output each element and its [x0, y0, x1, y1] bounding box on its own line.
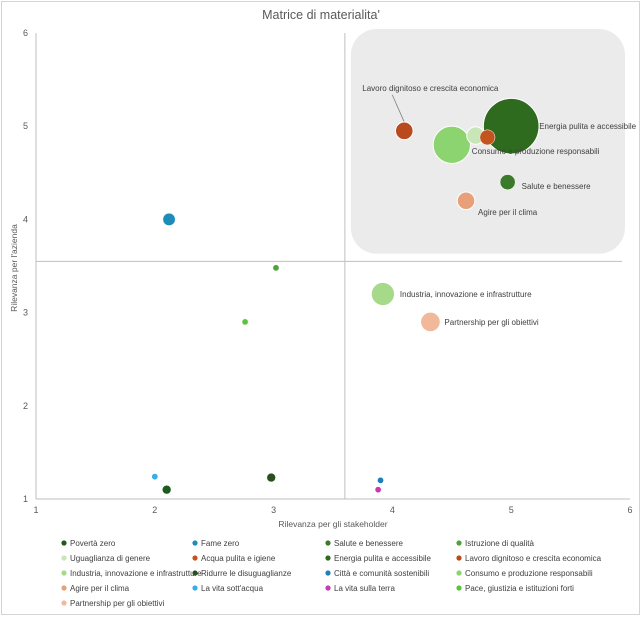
legend-label: Uguaglianza di genere	[70, 554, 151, 563]
x-tick-label: 6	[627, 505, 632, 515]
y-tick-label: 1	[23, 494, 28, 504]
legend-item[interactable]: Fame zero	[192, 539, 240, 548]
chart-title: Matrice di materialita'	[262, 8, 380, 22]
bubble-point[interactable]	[162, 212, 176, 226]
leader-line	[391, 94, 405, 123]
y-tick-label: 3	[23, 308, 28, 318]
bubble-point[interactable]	[479, 129, 496, 146]
x-tick-label: 4	[390, 505, 395, 515]
legend-item[interactable]: Industria, innovazione e infrastrutture	[61, 569, 202, 578]
y-tick-label: 6	[23, 28, 28, 38]
data-label: Agire per il clima	[478, 208, 538, 217]
data-label: Industria, innovazione e infrastrutture	[400, 290, 532, 299]
legend-label: Agire per il clima	[70, 584, 130, 593]
legend-label: Industria, innovazione e infrastrutture	[70, 569, 202, 578]
legend-marker	[192, 540, 198, 546]
data-label: Consumo e produzione responsabili	[472, 147, 600, 156]
legend-label: Acqua pulita e igiene	[201, 554, 276, 563]
legend-label: Salute e benessere	[334, 539, 403, 548]
x-tick-label: 5	[509, 505, 514, 515]
y-tick-label: 4	[23, 214, 28, 224]
legend-label: Lavoro dignitoso e crescita economica	[465, 554, 602, 563]
y-tick-label: 2	[23, 401, 28, 411]
legend-label: Pace, giustizia e istituzioni forti	[465, 584, 574, 593]
legend-marker	[61, 570, 67, 576]
data-label: Partnership per gli obiettivi	[444, 318, 538, 327]
legend-item[interactable]: Consumo e produzione responsabili	[456, 569, 593, 578]
legend-marker	[325, 570, 331, 576]
x-tick-label: 3	[271, 505, 276, 515]
legend-item[interactable]: Acqua pulita e igiene	[192, 554, 276, 563]
bubble-point[interactable]	[499, 174, 516, 190]
legend-item[interactable]: Pace, giustizia e istituzioni forti	[456, 584, 574, 593]
legend-marker	[325, 555, 331, 561]
legend-marker	[192, 555, 198, 561]
bubble-point[interactable]	[272, 264, 280, 272]
bubble-point[interactable]	[394, 121, 414, 141]
legend-item[interactable]: Energia pulita e accessibile	[325, 554, 431, 563]
legend-item[interactable]: La vita sulla terra	[325, 584, 395, 593]
legend-label: La vita sott'acqua	[201, 584, 264, 593]
legend-item[interactable]: Salute e benessere	[325, 539, 403, 548]
legend-marker	[61, 585, 67, 591]
legend-marker	[325, 585, 331, 591]
legend-label: Partnership per gli obiettivi	[70, 599, 164, 608]
legend-label: Energia pulita e accessibile	[334, 554, 431, 563]
legend-marker	[61, 540, 67, 546]
legend-item[interactable]: Uguaglianza di genere	[61, 554, 151, 563]
bubble-point[interactable]	[420, 311, 441, 333]
legend-label: Consumo e produzione responsabili	[465, 569, 593, 578]
bubble-point[interactable]	[162, 485, 172, 495]
legend-item[interactable]: Istruzione di qualità	[456, 539, 534, 548]
legend: Povertà zero Fame zero Salute e benessere I…	[61, 539, 602, 608]
bubble-point[interactable]	[432, 125, 471, 165]
legend-label: Ridurre le disuguaglianze	[201, 569, 292, 578]
legend-item[interactable]: Lavoro dignitoso e crescita economica	[456, 554, 602, 563]
x-tick-label: 1	[33, 505, 38, 515]
legend-label: La vita sulla terra	[334, 584, 395, 593]
legend-label: Povertà zero	[70, 539, 116, 548]
bubble-point[interactable]	[456, 191, 476, 211]
legend-marker	[325, 540, 331, 546]
legend-label: Città e comunità sostenibili	[334, 569, 429, 578]
legend-item[interactable]: Ridurre le disuguaglianze	[192, 569, 292, 578]
bubble-point[interactable]	[374, 486, 382, 494]
bubble-point[interactable]	[377, 476, 384, 484]
data-label: Lavoro dignitoso e crescita economica	[362, 84, 499, 93]
x-tick-label: 2	[152, 505, 157, 515]
legend-item[interactable]: Città e comunità sostenibili	[325, 569, 429, 578]
legend-item[interactable]: Partnership per gli obiettivi	[61, 599, 164, 608]
legend-item[interactable]: Povertà zero	[61, 539, 116, 548]
legend-marker	[456, 570, 462, 576]
bubble-point[interactable]	[370, 281, 396, 307]
legend-marker	[456, 540, 462, 546]
y-axis-label: Rilevanza per l'azienda	[9, 224, 19, 312]
legend-marker	[192, 585, 198, 591]
legend-marker	[456, 585, 462, 591]
bubble-point[interactable]	[266, 472, 276, 483]
bubble-point[interactable]	[151, 473, 159, 480]
data-label: Salute e benessere	[522, 182, 591, 191]
legend-label: Istruzione di qualità	[465, 539, 534, 548]
legend-marker	[192, 570, 198, 576]
legend-item[interactable]: La vita sott'acqua	[192, 584, 264, 593]
x-axis-label: Rilevanza per gli stakeholder	[278, 519, 387, 529]
y-tick-label: 5	[23, 121, 28, 131]
data-label: Energia pulita e accessibile	[539, 122, 636, 131]
legend-marker	[456, 555, 462, 561]
legend-marker	[61, 600, 67, 606]
legend-label: Fame zero	[201, 539, 240, 548]
legend-marker	[61, 555, 67, 561]
legend-item[interactable]: Agire per il clima	[61, 584, 130, 593]
bubble-point[interactable]	[241, 318, 249, 326]
bubble-point[interactable]	[482, 97, 540, 155]
